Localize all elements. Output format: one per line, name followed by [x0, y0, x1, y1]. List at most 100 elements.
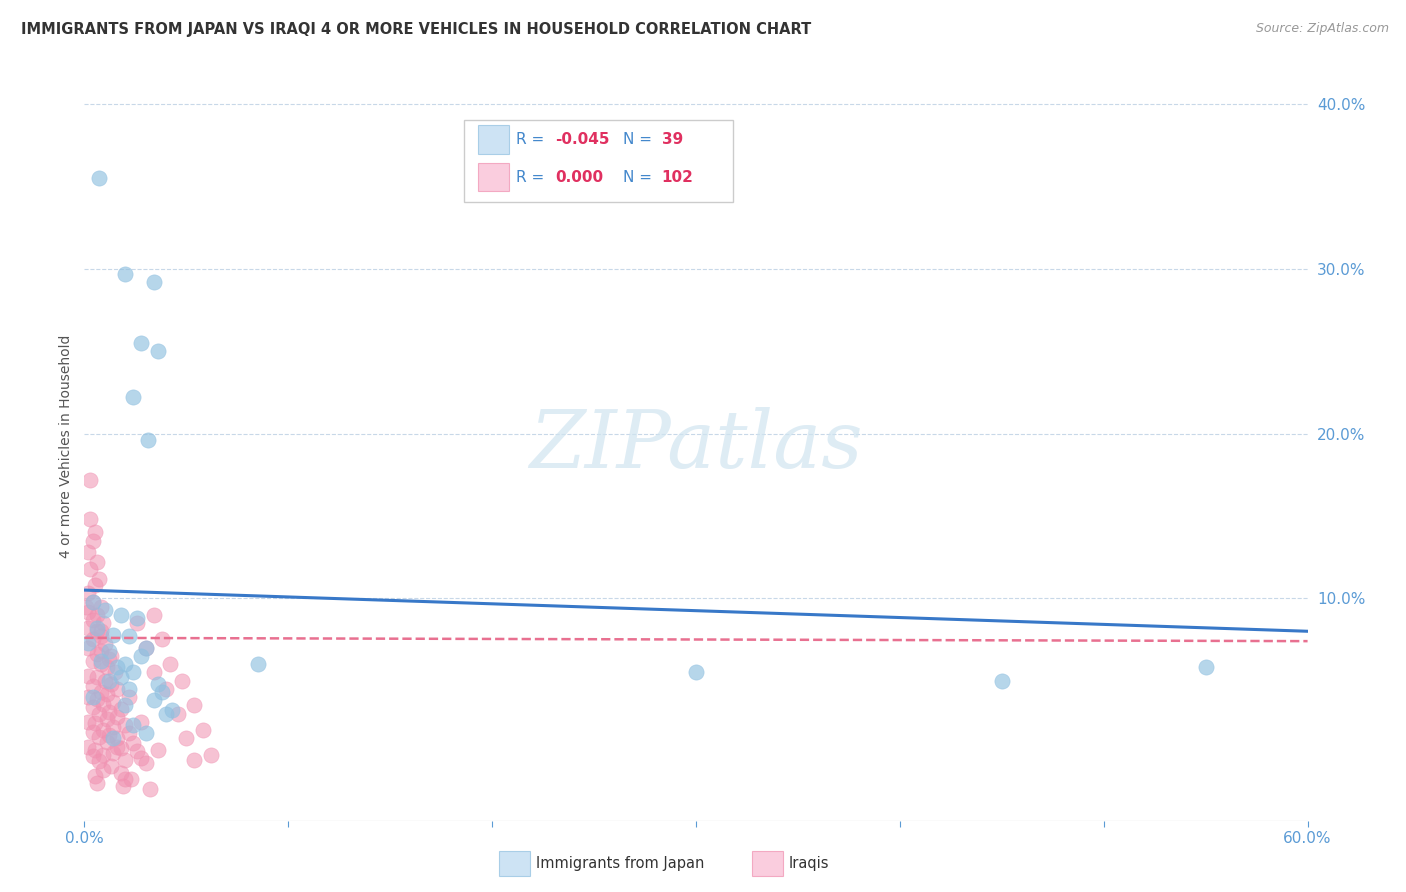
Point [114, 698, 136, 713]
Point [167, 706, 190, 721]
Point [86, 621, 108, 635]
FancyBboxPatch shape [478, 125, 509, 153]
Point [86, 624, 108, 639]
Point [77, 714, 100, 729]
Point [142, 607, 165, 622]
Point [82, 654, 104, 668]
Point [86, 670, 108, 684]
Point [246, 657, 269, 672]
Point [150, 632, 173, 647]
Point [77, 640, 100, 655]
Point [174, 731, 197, 746]
Point [135, 640, 157, 655]
FancyBboxPatch shape [478, 162, 509, 191]
Point [172, 673, 194, 688]
Point [122, 391, 145, 405]
Text: Iraqis: Iraqis [789, 856, 830, 871]
Point [146, 344, 169, 359]
Text: 39: 39 [662, 132, 683, 147]
Point [90, 657, 112, 672]
Point [135, 756, 157, 770]
Point [135, 726, 157, 740]
Point [82, 533, 104, 548]
Point [101, 746, 124, 760]
Point [86, 691, 108, 706]
Point [90, 644, 112, 658]
Point [86, 607, 108, 622]
Point [97, 673, 120, 688]
Point [100, 677, 122, 691]
Point [200, 747, 222, 762]
Point [87, 730, 110, 744]
Point [110, 701, 132, 715]
Point [131, 714, 153, 729]
Point [118, 726, 141, 740]
Point [104, 665, 127, 680]
Text: ZIPatlas: ZIPatlas [529, 408, 863, 484]
Point [127, 744, 149, 758]
Point [83, 769, 105, 783]
Point [77, 545, 100, 559]
Point [127, 611, 149, 625]
Point [90, 685, 112, 699]
Point [136, 434, 159, 448]
Text: N =: N = [623, 169, 657, 185]
Text: 102: 102 [662, 169, 693, 185]
Y-axis label: 4 or more Vehicles in Household: 4 or more Vehicles in Household [59, 334, 73, 558]
Point [110, 741, 132, 756]
Point [97, 644, 120, 658]
Point [82, 632, 104, 647]
Point [91, 615, 114, 630]
Point [77, 690, 100, 705]
Point [114, 267, 136, 281]
Point [118, 690, 141, 705]
Point [155, 681, 177, 696]
Point [91, 697, 114, 711]
Point [685, 665, 707, 680]
Point [122, 736, 145, 750]
Text: Source: ZipAtlas.com: Source: ZipAtlas.com [1256, 22, 1389, 36]
Point [118, 629, 141, 643]
Point [114, 657, 136, 672]
Point [155, 706, 177, 721]
Point [191, 723, 214, 737]
Text: -0.045: -0.045 [555, 132, 610, 147]
Point [146, 743, 169, 757]
Point [131, 751, 153, 765]
Point [83, 578, 105, 592]
Point [146, 677, 169, 691]
Point [101, 731, 124, 746]
Point [114, 718, 136, 732]
Point [96, 687, 118, 701]
Point [83, 525, 105, 540]
Point [91, 763, 114, 777]
Point [142, 665, 165, 680]
Point [87, 755, 110, 769]
Point [93, 637, 115, 651]
Point [105, 660, 128, 674]
Point [79, 473, 101, 487]
FancyBboxPatch shape [464, 120, 733, 202]
Point [91, 723, 114, 737]
Point [110, 670, 132, 684]
Text: 0.000: 0.000 [555, 169, 603, 185]
Point [87, 572, 110, 586]
Point [101, 695, 124, 709]
Point [135, 640, 157, 655]
Point [82, 679, 104, 693]
Point [77, 605, 100, 619]
Point [82, 749, 104, 764]
Point [90, 599, 112, 614]
Text: R =: R = [516, 169, 550, 185]
Point [82, 724, 104, 739]
Point [114, 772, 136, 787]
Point [127, 615, 149, 630]
Point [87, 706, 110, 721]
Point [77, 669, 100, 683]
Point [90, 654, 112, 668]
Point [159, 657, 181, 672]
Point [83, 743, 105, 757]
Point [97, 652, 120, 666]
Point [83, 716, 105, 731]
Point [77, 621, 100, 635]
